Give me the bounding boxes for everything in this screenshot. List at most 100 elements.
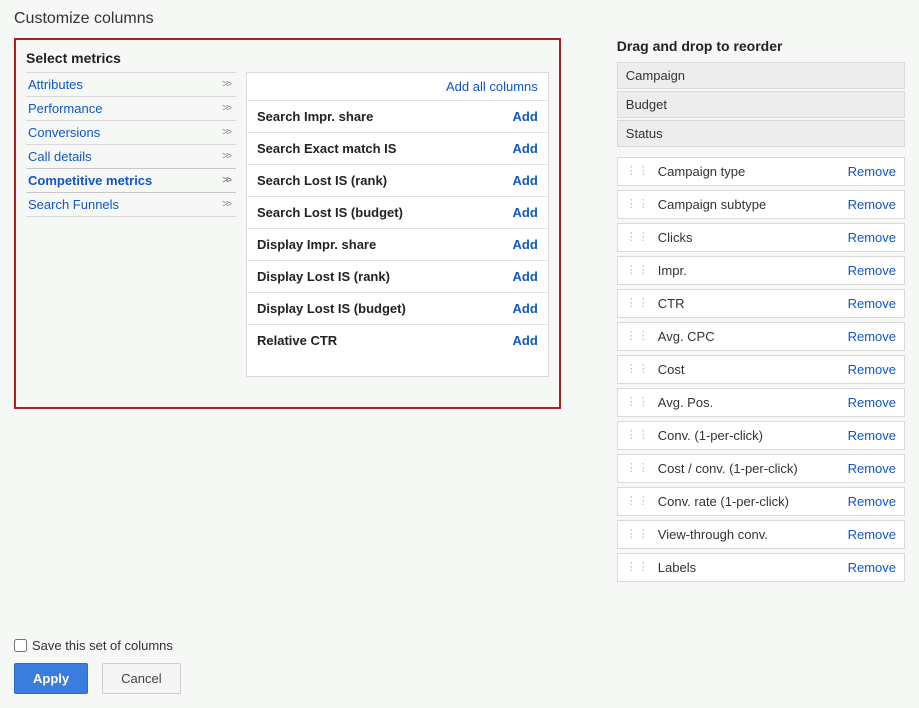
- remove-column-link[interactable]: Remove: [848, 263, 896, 278]
- metric-row: Display Lost IS (rank) Add: [247, 261, 548, 293]
- metric-row: Relative CTR Add: [247, 325, 548, 356]
- remove-column-link[interactable]: Remove: [848, 164, 896, 179]
- reorder-heading: Drag and drop to reorder: [617, 38, 905, 54]
- add-metric-link[interactable]: Add: [513, 109, 538, 124]
- chevron-right-icon: >>: [222, 103, 230, 114]
- add-metric-link[interactable]: Add: [513, 301, 538, 316]
- category-label: Conversions: [28, 125, 100, 140]
- remove-column-link[interactable]: Remove: [848, 527, 896, 542]
- metric-name: Search Impr. share: [257, 109, 373, 124]
- reorder-item[interactable]: ⋮⋮Avg. Pos.Remove: [617, 388, 905, 417]
- save-columns-label: Save this set of columns: [32, 638, 173, 653]
- cancel-button[interactable]: Cancel: [102, 663, 180, 694]
- locked-list: CampaignBudgetStatus: [617, 62, 905, 147]
- drag-handle-icon[interactable]: ⋮⋮: [626, 397, 650, 408]
- reorder-item[interactable]: ⋮⋮ View-through conv.Remove: [617, 520, 905, 549]
- category-item[interactable]: Performance >>: [26, 97, 236, 121]
- remove-column-link[interactable]: Remove: [848, 560, 896, 575]
- remove-column-link[interactable]: Remove: [848, 428, 896, 443]
- category-item[interactable]: Competitive metrics >>: [26, 168, 236, 193]
- page-title: Customize columns: [14, 10, 905, 28]
- locked-column: Budget: [617, 91, 905, 118]
- category-item[interactable]: Attributes >>: [26, 73, 236, 97]
- reorder-item[interactable]: ⋮⋮Campaign subtypeRemove: [617, 190, 905, 219]
- reorder-label: Campaign type: [658, 164, 848, 179]
- reorder-label: Impr.: [658, 263, 848, 278]
- drag-handle-icon[interactable]: ⋮⋮: [626, 562, 650, 573]
- metric-name: Search Lost IS (budget): [257, 205, 403, 220]
- reorder-item[interactable]: ⋮⋮ Cost / conv. (1-per-click)Remove: [617, 454, 905, 483]
- metric-list-header: Add all columns: [247, 73, 548, 101]
- remove-column-link[interactable]: Remove: [848, 197, 896, 212]
- chevron-right-icon: >>: [222, 127, 230, 138]
- metric-name: Relative CTR: [257, 333, 337, 348]
- remove-column-link[interactable]: Remove: [848, 329, 896, 344]
- drag-handle-icon[interactable]: ⋮⋮: [626, 232, 650, 243]
- drag-handle-icon[interactable]: ⋮⋮: [626, 430, 650, 441]
- remove-column-link[interactable]: Remove: [848, 230, 896, 245]
- reorder-label: Cost / conv. (1-per-click): [658, 461, 848, 476]
- reorder-item[interactable]: ⋮⋮ Campaign typeRemove: [617, 157, 905, 186]
- reorder-panel: Drag and drop to reorder CampaignBudgetS…: [617, 38, 905, 586]
- metric-spacer: [247, 356, 548, 376]
- drag-handle-icon[interactable]: ⋮⋮: [626, 331, 650, 342]
- drag-handle-icon[interactable]: ⋮⋮: [626, 496, 650, 507]
- reorder-item[interactable]: ⋮⋮ Avg. CPCRemove: [617, 322, 905, 351]
- category-item[interactable]: Conversions >>: [26, 121, 236, 145]
- add-metric-link[interactable]: Add: [513, 269, 538, 284]
- reorder-item[interactable]: ⋮⋮ClicksRemove: [617, 223, 905, 252]
- category-label: Competitive metrics: [28, 173, 152, 188]
- apply-button[interactable]: Apply: [14, 663, 88, 694]
- category-label: Attributes: [28, 77, 83, 92]
- remove-column-link[interactable]: Remove: [848, 494, 896, 509]
- reorder-label: CTR: [658, 296, 848, 311]
- save-columns-checkbox[interactable]: [14, 639, 27, 652]
- reorder-item[interactable]: ⋮⋮ CTRRemove: [617, 289, 905, 318]
- add-metric-link[interactable]: Add: [513, 237, 538, 252]
- chevron-right-icon: >>: [222, 175, 230, 186]
- select-metrics-panel: Select metrics Attributes>>Performance>>…: [14, 38, 561, 409]
- drag-handle-icon[interactable]: ⋮⋮: [626, 265, 650, 276]
- metric-name: Display Lost IS (budget): [257, 301, 406, 316]
- category-label: Performance: [28, 101, 102, 116]
- add-all-columns-link[interactable]: Add all columns: [446, 79, 538, 94]
- metric-list: Add all columns Search Impr. shareAddSea…: [246, 72, 549, 377]
- remove-column-link[interactable]: Remove: [848, 395, 896, 410]
- drag-handle-icon[interactable]: ⋮⋮: [626, 298, 650, 309]
- add-metric-link[interactable]: Add: [513, 205, 538, 220]
- button-row: Apply Cancel: [14, 663, 181, 694]
- reorder-item[interactable]: ⋮⋮Conv. rate (1-per-click)Remove: [617, 487, 905, 516]
- metric-row: Search Exact match IS Add: [247, 133, 548, 165]
- drag-handle-icon[interactable]: ⋮⋮: [626, 199, 650, 210]
- locked-column: Status: [617, 120, 905, 147]
- drag-handle-icon[interactable]: ⋮⋮: [626, 364, 650, 375]
- remove-column-link[interactable]: Remove: [848, 362, 896, 377]
- reorder-item[interactable]: ⋮⋮Conv. (1-per-click)Remove: [617, 421, 905, 450]
- reorder-item[interactable]: ⋮⋮CostRemove: [617, 355, 905, 384]
- metric-name: Search Exact match IS: [257, 141, 396, 156]
- category-item[interactable]: Call details>>: [26, 145, 236, 169]
- chevron-right-icon: >>: [222, 79, 230, 90]
- save-columns-row[interactable]: Save this set of columns: [14, 638, 181, 653]
- metric-row: Search Lost IS (rank) Add: [247, 165, 548, 197]
- category-label: Search Funnels: [28, 197, 119, 212]
- add-metric-link[interactable]: Add: [513, 173, 538, 188]
- drag-handle-icon[interactable]: ⋮⋮: [626, 463, 650, 474]
- reorder-label: Avg. CPC: [658, 329, 848, 344]
- metric-row: Search Lost IS (budget) Add: [247, 197, 548, 229]
- chevron-right-icon: >>: [222, 199, 230, 210]
- category-item[interactable]: Search Funnels >>: [26, 193, 236, 217]
- add-metric-link[interactable]: Add: [513, 141, 538, 156]
- reorder-item[interactable]: ⋮⋮ Impr.Remove: [617, 256, 905, 285]
- remove-column-link[interactable]: Remove: [848, 461, 896, 476]
- metric-name: Search Lost IS (rank): [257, 173, 387, 188]
- drag-handle-icon[interactable]: ⋮⋮: [626, 166, 650, 177]
- metric-row: Search Impr. share Add: [247, 101, 548, 133]
- remove-column-link[interactable]: Remove: [848, 296, 896, 311]
- add-metric-link[interactable]: Add: [513, 333, 538, 348]
- reorder-label: View-through conv.: [658, 527, 848, 542]
- drag-handle-icon[interactable]: ⋮⋮: [626, 529, 650, 540]
- reorder-item[interactable]: ⋮⋮LabelsRemove: [617, 553, 905, 582]
- metric-name: Display Lost IS (rank): [257, 269, 390, 284]
- reorder-list: ⋮⋮Campaign typeRemove⋮⋮Campaign subtypeR…: [617, 157, 905, 582]
